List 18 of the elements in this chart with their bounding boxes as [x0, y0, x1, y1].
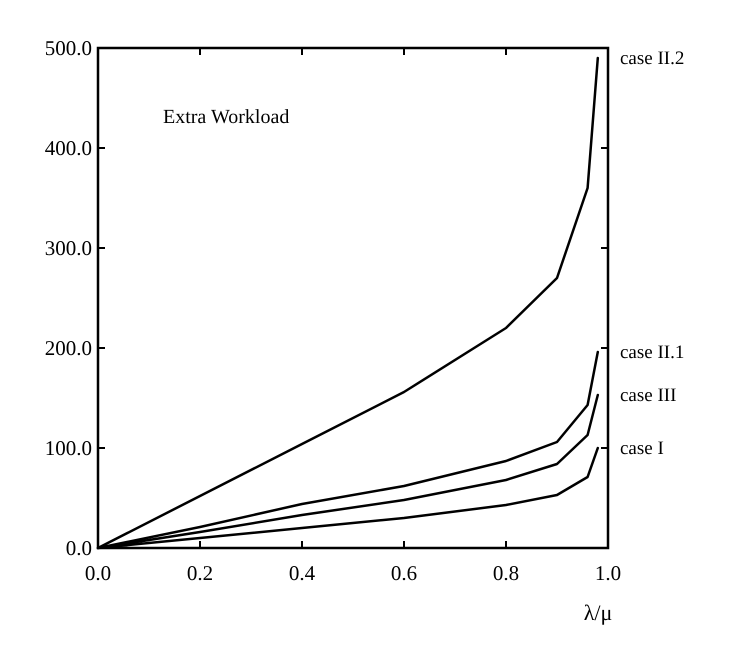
x-tick-label: 0.2 — [186, 561, 214, 585]
x-tick-label: 0.0 — [84, 561, 112, 585]
legend-label: case I — [620, 438, 664, 459]
y-tick-label: 0.0 — [66, 536, 92, 560]
y-tick-label: 200.0 — [44, 336, 92, 360]
series-label: case II.2 — [620, 48, 684, 69]
y-tick-label: 400.0 — [44, 136, 92, 160]
y-tick-label: 500.0 — [44, 36, 92, 60]
y-tick-label: 300.0 — [44, 236, 92, 260]
x-tick-label: 1.0 — [594, 561, 622, 585]
x-tick-label: 0.4 — [288, 561, 316, 585]
series-label: case III — [620, 385, 676, 406]
text: Extra Workload — [163, 106, 290, 128]
legend-label: case II.1 — [620, 342, 684, 363]
x-tick-label: 0.6 — [390, 561, 418, 585]
x-axis-title: λ/μ — [584, 600, 612, 625]
y-tick-label: 100.0 — [44, 436, 92, 460]
x-tick-label: 0.8 — [492, 561, 520, 585]
